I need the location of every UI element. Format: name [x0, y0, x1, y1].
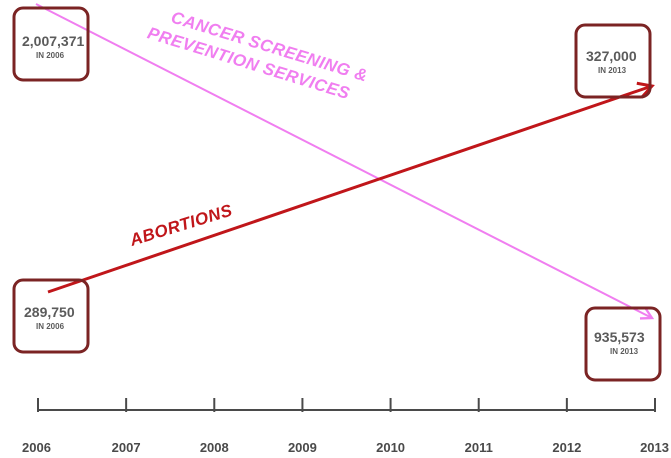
x-tick-label: 2006 [22, 440, 51, 455]
callout-note: IN 2013 [598, 66, 627, 75]
callout-note: IN 2006 [36, 51, 65, 60]
callout-value: 2,007,371 [22, 33, 84, 49]
series-label-cancer-screening: CANCER SCREENING & PREVENTION SERVICES [145, 2, 375, 108]
callout-value: 935,573 [594, 329, 645, 345]
series-label-abortions: ABORTIONS [127, 201, 235, 251]
callout-abortions-2013: 327,000 IN 2013 [574, 23, 652, 99]
x-tick-label: 2013 [640, 440, 669, 455]
callout-abortions-2006: 289,750 IN 2006 [12, 278, 90, 354]
series-line-abortions [47, 86, 652, 294]
x-axis: 2006 2007 2008 2009 2010 2011 2012 2013 [22, 398, 669, 455]
x-tick-label: 2008 [200, 440, 229, 455]
callout-note: IN 2013 [610, 347, 639, 356]
callout-cancer-2006: 2,007,371 IN 2006 [12, 6, 90, 82]
x-tick-label: 2009 [288, 440, 317, 455]
x-tick-label: 2010 [376, 440, 405, 455]
x-tick-label: 2012 [552, 440, 581, 455]
x-tick-label: 2007 [112, 440, 141, 455]
callout-note: IN 2006 [36, 322, 65, 331]
callout-value: 327,000 [586, 48, 637, 64]
callout-cancer-2013: 935,573 IN 2013 [584, 306, 662, 382]
series-line-cancer-screening [35, 3, 652, 318]
callout-value: 289,750 [24, 304, 75, 320]
x-tick-label: 2011 [465, 440, 493, 455]
